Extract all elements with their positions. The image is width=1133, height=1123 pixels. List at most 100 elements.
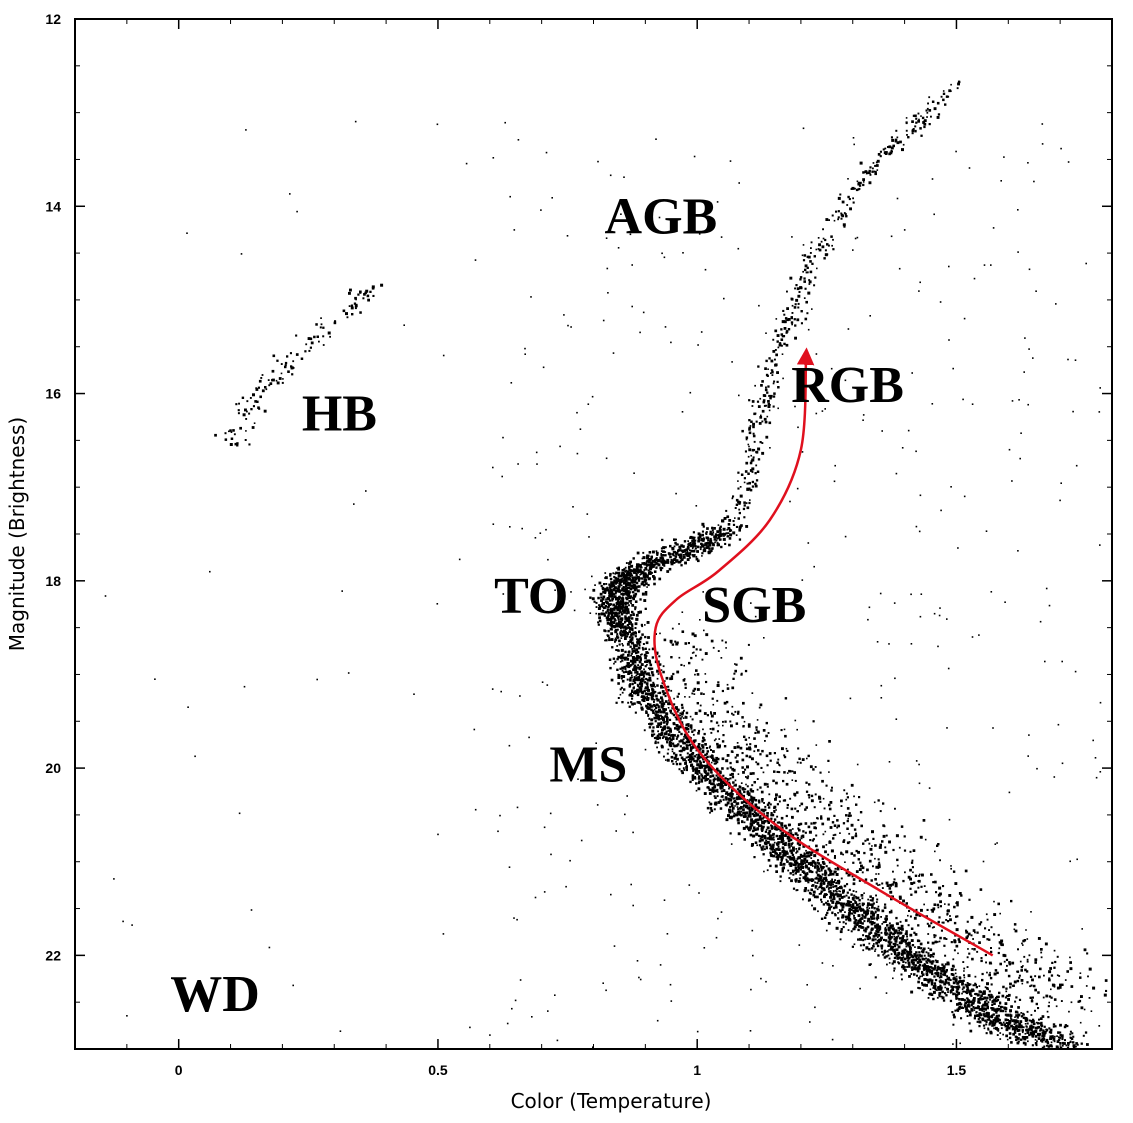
star-point bbox=[614, 605, 618, 609]
star-point bbox=[728, 786, 731, 789]
star-point bbox=[627, 583, 631, 587]
star-point bbox=[682, 758, 684, 760]
star-point bbox=[778, 841, 781, 844]
star-point bbox=[780, 834, 783, 837]
star-point bbox=[607, 615, 610, 618]
star-point bbox=[646, 698, 650, 701]
star-point bbox=[635, 651, 638, 655]
star-point bbox=[616, 657, 619, 661]
star-point bbox=[925, 960, 928, 963]
star-point bbox=[1022, 1016, 1025, 1019]
star-point bbox=[799, 868, 802, 871]
star-point bbox=[761, 380, 764, 383]
star-point bbox=[701, 774, 704, 777]
star-point bbox=[864, 930, 867, 933]
star-point bbox=[641, 566, 643, 569]
star-point bbox=[761, 800, 764, 803]
star-point bbox=[657, 673, 660, 675]
star-point bbox=[948, 983, 951, 986]
star-point bbox=[756, 823, 759, 825]
star-point bbox=[629, 582, 632, 585]
star-point bbox=[597, 623, 600, 626]
field-star-point bbox=[712, 703, 715, 706]
star-point bbox=[761, 798, 764, 801]
star-point bbox=[682, 555, 686, 559]
star-point bbox=[630, 694, 634, 697]
star-point bbox=[783, 850, 786, 853]
star-point bbox=[855, 890, 858, 893]
star-point bbox=[804, 878, 808, 882]
star-point bbox=[667, 729, 670, 732]
star-point bbox=[895, 129, 898, 132]
star-point bbox=[641, 625, 644, 628]
star-point bbox=[767, 400, 770, 403]
star-point bbox=[637, 676, 640, 679]
field-star-point bbox=[875, 873, 877, 875]
star-point bbox=[645, 682, 649, 685]
star-point bbox=[631, 574, 634, 577]
star-point bbox=[691, 730, 694, 733]
star-point bbox=[796, 837, 800, 840]
star-point bbox=[833, 881, 836, 884]
star-point bbox=[626, 574, 628, 577]
field-star-point bbox=[937, 645, 939, 648]
field-star-point bbox=[1017, 251, 1019, 253]
star-point bbox=[929, 988, 932, 991]
star-point bbox=[681, 712, 684, 716]
star-point bbox=[795, 878, 798, 881]
star-point bbox=[682, 741, 686, 745]
star-point bbox=[878, 925, 882, 928]
star-point bbox=[713, 783, 715, 786]
star-point bbox=[898, 941, 902, 945]
star-point bbox=[627, 651, 630, 654]
star-point bbox=[829, 870, 832, 873]
star-point bbox=[831, 898, 834, 901]
star-point bbox=[961, 988, 964, 991]
star-point bbox=[958, 998, 961, 1001]
star-point bbox=[876, 918, 879, 921]
star-point bbox=[743, 821, 746, 824]
star-point bbox=[731, 497, 734, 500]
star-point bbox=[874, 164, 877, 167]
star-point bbox=[678, 768, 681, 771]
star-point bbox=[901, 937, 904, 940]
star-point bbox=[670, 561, 673, 564]
star-point bbox=[598, 619, 602, 623]
star-point bbox=[912, 128, 915, 130]
star-point bbox=[852, 201, 855, 204]
star-point bbox=[786, 852, 789, 855]
star-point bbox=[933, 982, 937, 985]
field-star-point bbox=[1008, 448, 1011, 451]
star-point bbox=[633, 676, 636, 678]
star-point bbox=[966, 966, 969, 968]
star-point bbox=[777, 854, 781, 857]
star-point bbox=[642, 648, 645, 651]
field-star-point bbox=[698, 233, 701, 235]
star-point bbox=[659, 566, 662, 570]
star-point bbox=[626, 624, 629, 627]
star-point bbox=[728, 529, 732, 532]
star-point bbox=[713, 527, 716, 530]
star-point bbox=[880, 936, 883, 940]
star-point bbox=[831, 878, 833, 881]
field-star-point bbox=[754, 615, 757, 618]
star-point bbox=[648, 571, 651, 575]
star-point bbox=[740, 801, 744, 804]
star-point bbox=[851, 945, 854, 948]
star-point bbox=[968, 1002, 970, 1004]
star-point bbox=[767, 806, 771, 809]
star-point bbox=[1031, 1044, 1034, 1047]
star-point bbox=[642, 676, 645, 679]
star-point bbox=[961, 998, 964, 1001]
field-star-point bbox=[919, 494, 922, 497]
star-point bbox=[812, 860, 815, 864]
star-point bbox=[718, 782, 721, 786]
star-point bbox=[1034, 1009, 1036, 1012]
field-star-point bbox=[539, 532, 542, 534]
star-point bbox=[592, 597, 594, 599]
star-point bbox=[763, 808, 767, 812]
star-point bbox=[711, 529, 714, 532]
star-point bbox=[649, 564, 652, 567]
star-point bbox=[674, 555, 678, 558]
